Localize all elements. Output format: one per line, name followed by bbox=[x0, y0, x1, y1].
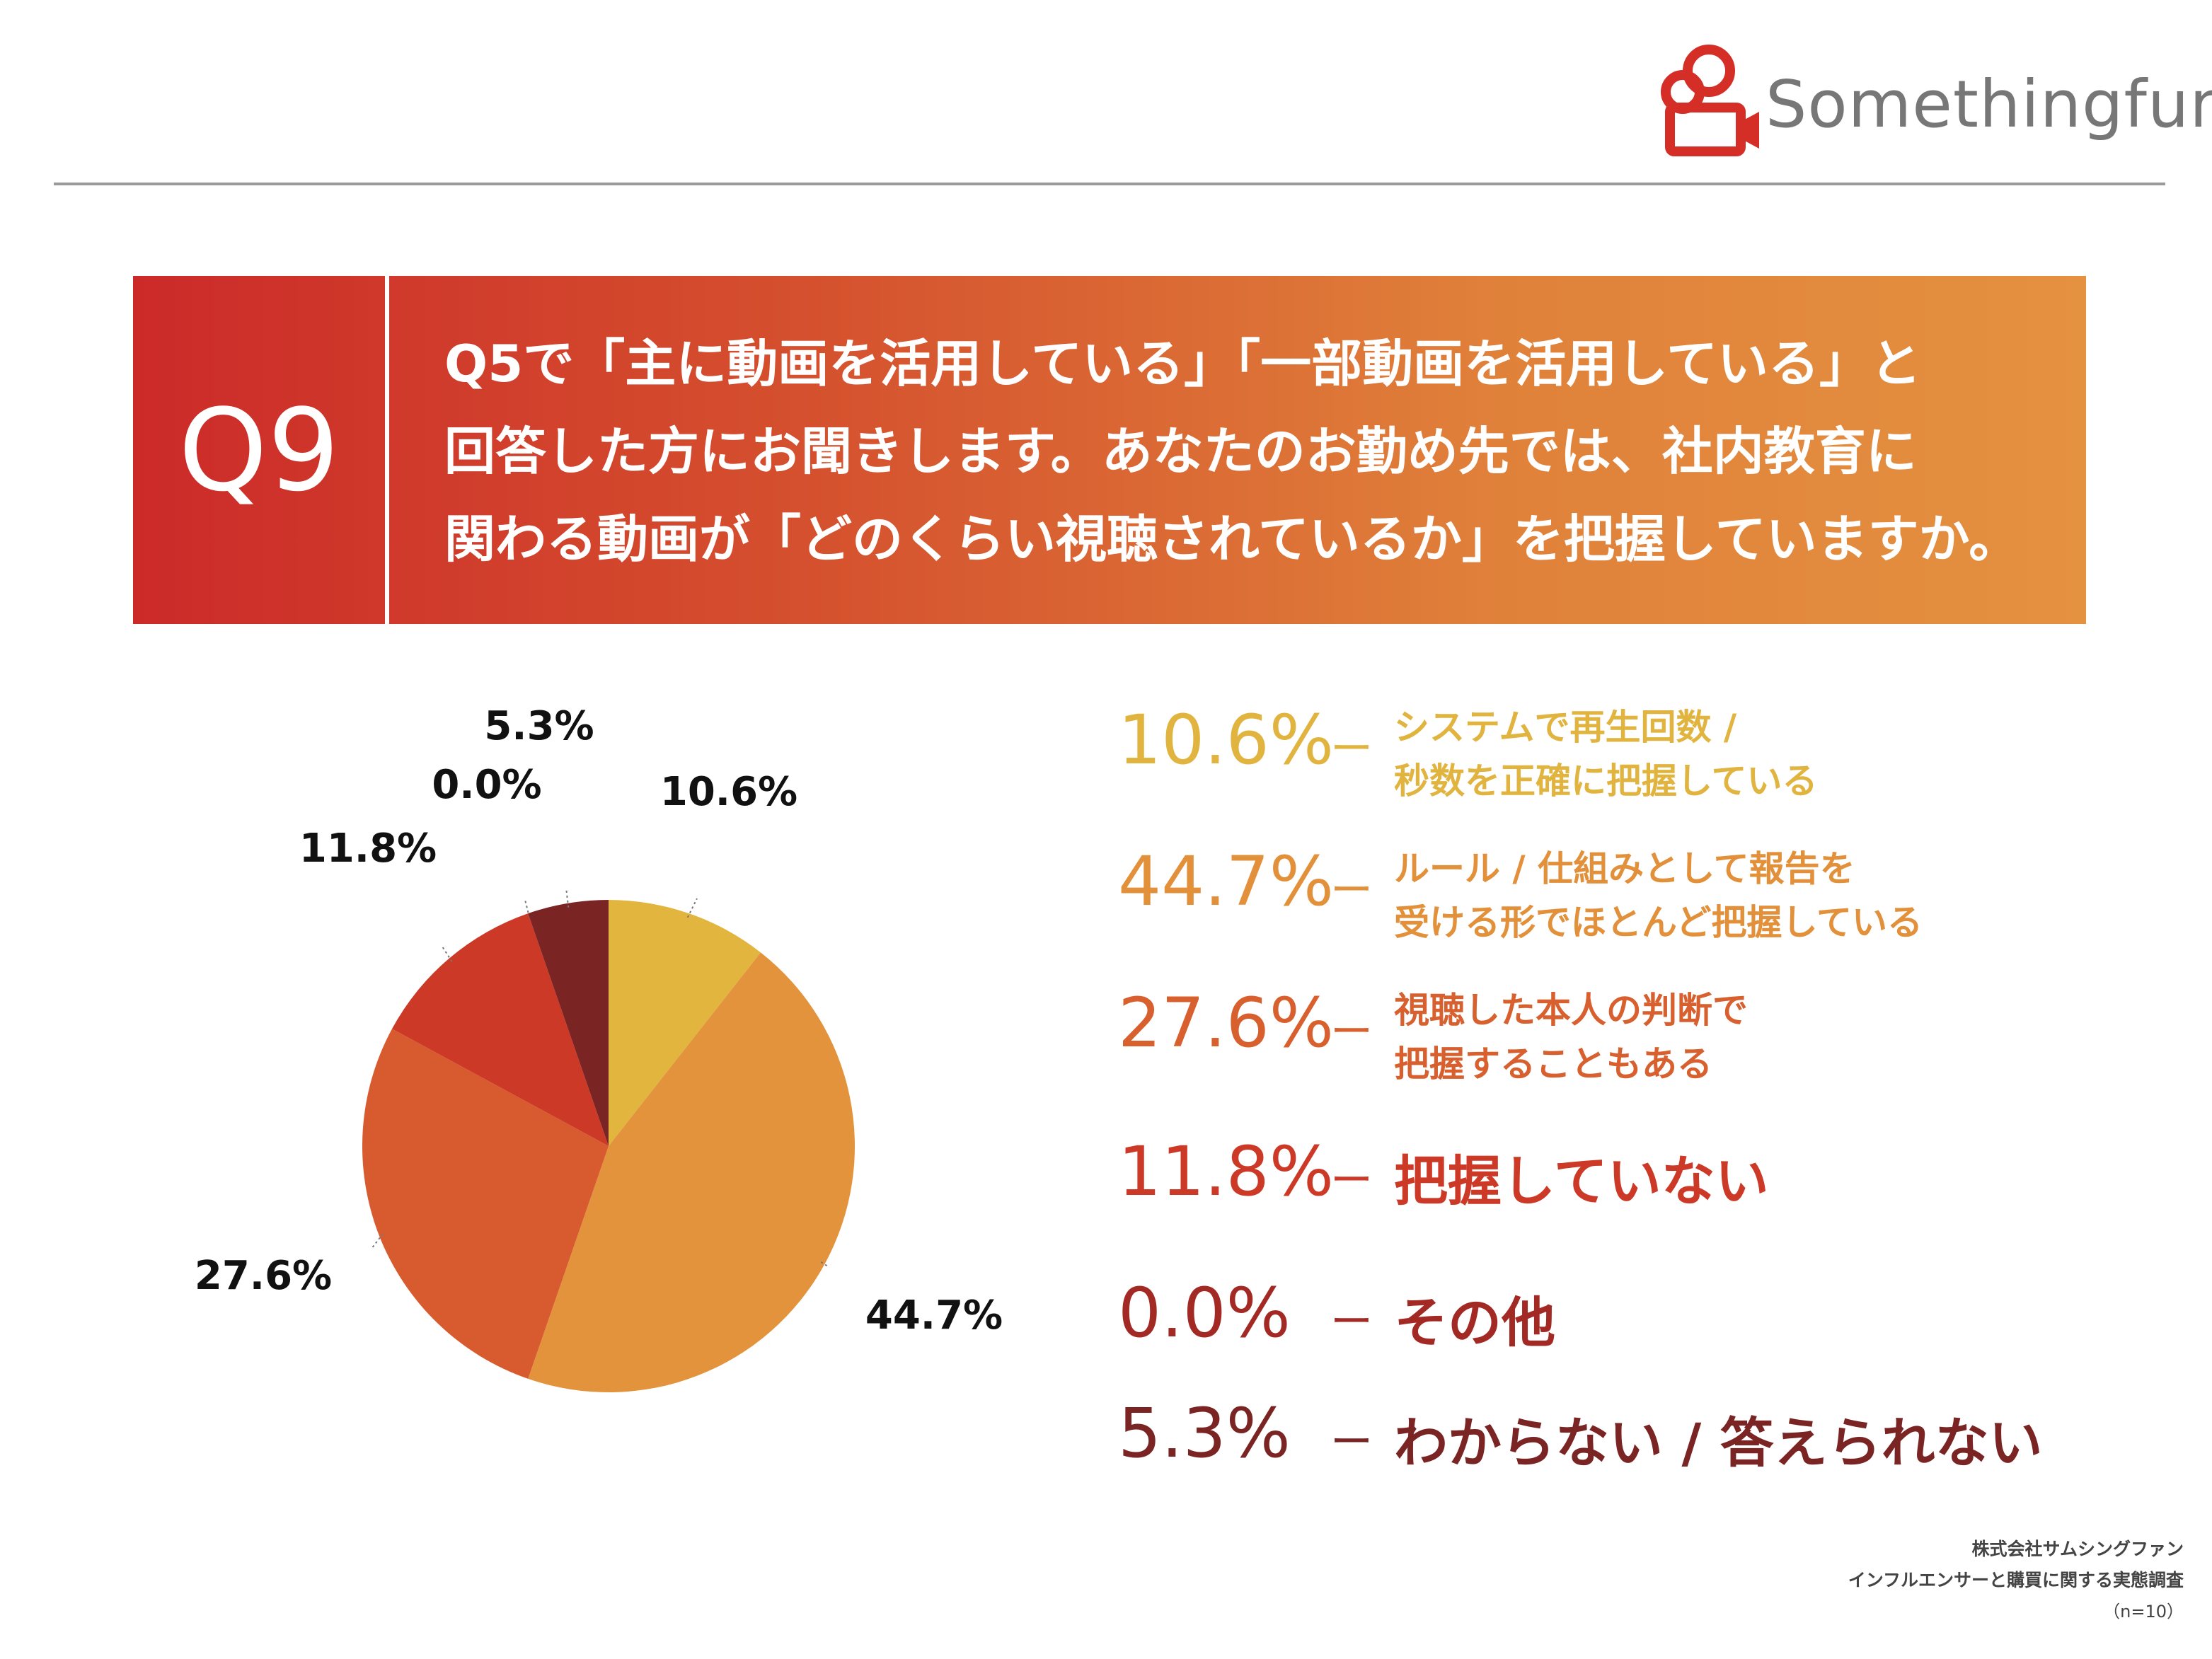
brand-logo: Somethingfun! bbox=[1649, 42, 2212, 163]
source-footer: 株式会社サムシングファン インフルエンサーと購買に関する実態調査 （n=10） bbox=[1848, 1535, 2184, 1629]
legend-label-line: 受ける形でほとんど把握している bbox=[1394, 902, 1923, 943]
legend-dash: ー bbox=[1330, 1007, 1373, 1057]
brand-name: Somethingfun! bbox=[1765, 67, 2212, 142]
legend-label-line: わからない / 答えられない bbox=[1394, 1411, 2043, 1474]
pie-slice bbox=[609, 900, 761, 1146]
legend-percent: 11.8% bbox=[1118, 1132, 1334, 1211]
pie-slice bbox=[528, 900, 609, 1146]
pie-data-label: 11.8% bbox=[299, 826, 437, 872]
footer-sample-size: （n=10） bbox=[2103, 1602, 2184, 1622]
footer-company: 株式会社サムシングファン bbox=[1971, 1539, 2184, 1559]
legend-label: わからない / 答えられない bbox=[1394, 1399, 2043, 1477]
pie-data-label: 44.7% bbox=[865, 1293, 1003, 1339]
legend-percent: 10.6% bbox=[1118, 700, 1334, 780]
question-line: 関わる動画が「どのくらい視聴されているか」を把握していますか。 bbox=[444, 509, 2020, 569]
pie-data-label: 5.3% bbox=[484, 703, 594, 749]
question-text: Q5で「主に動画を活用している」「一部動画を活用している」と 回答した方にお聞き… bbox=[444, 320, 2065, 583]
pie-leader-line bbox=[524, 899, 531, 918]
pie-chart: 10.6% 44.7% 27.6% 11.8% 0.0% 5.3% bbox=[195, 703, 1003, 1393]
legend-label-line: その他 bbox=[1394, 1291, 1555, 1354]
pie-leader-line bbox=[820, 1261, 829, 1267]
legend-percent: 5.3% bbox=[1118, 1394, 1291, 1473]
legend-percent: 44.7% bbox=[1118, 842, 1334, 921]
pie-leader-line bbox=[371, 1233, 384, 1249]
legend-dash: ー bbox=[1330, 1156, 1373, 1206]
pie-chart-area: 10.6% 44.7% 27.6% 11.8% 0.0% 5.3% bbox=[0, 679, 1076, 1457]
pie-leader-line bbox=[686, 898, 698, 918]
legend-label-line: 視聴した本人の判断で bbox=[1394, 990, 1748, 1031]
pie-leader-line bbox=[565, 887, 570, 908]
pie-data-label: 27.6% bbox=[195, 1253, 332, 1299]
legend-label: 視聴した本人の判断で 把握することもある bbox=[1394, 983, 1748, 1091]
film-camera-icon bbox=[1661, 45, 1759, 156]
legend-label-line: 秒数を正確に把握している bbox=[1394, 761, 1818, 802]
legend-percent: 27.6% bbox=[1118, 983, 1334, 1063]
pie-slice bbox=[391, 913, 609, 1146]
legend-label-line: システムで再生回数 / bbox=[1394, 707, 1737, 748]
question-line: 回答した方にお聞きします。あなたのお勤め先では、社内教育に bbox=[444, 422, 1917, 481]
pie-data-label: 10.6% bbox=[660, 769, 797, 815]
legend-label: 把握していない bbox=[1394, 1138, 1769, 1215]
legend-label: ルール / 仕組みとして報告を 受ける形でほとんど把握している bbox=[1394, 842, 1923, 949]
legend-dash: ー bbox=[1330, 866, 1373, 915]
banner-divider bbox=[385, 276, 389, 624]
pie-leader-line bbox=[442, 946, 453, 962]
legend-dash: ー bbox=[1330, 724, 1373, 774]
legend-label-line: 把握していない bbox=[1394, 1150, 1769, 1213]
pie-slice bbox=[362, 1029, 609, 1379]
pie-slice bbox=[528, 952, 856, 1393]
footer-survey: インフルエンサーと購買に関する実態調査 bbox=[1848, 1570, 2184, 1590]
legend-label: システムで再生回数 / 秒数を正確に把握している bbox=[1394, 700, 1818, 808]
legend-dash: ー bbox=[1330, 1418, 1373, 1467]
pie-data-label: 0.0% bbox=[432, 762, 541, 808]
legend-label-line: ルール / 仕組みとして報告を bbox=[1394, 848, 1855, 889]
legend-label: その他 bbox=[1394, 1279, 1555, 1357]
legend-label-line: 把握することもある bbox=[1394, 1044, 1712, 1085]
legend-dash: ー bbox=[1330, 1297, 1373, 1347]
question-number: Q9 bbox=[178, 383, 340, 516]
question-line: Q5で「主に動画を活用している」「一部動画を活用している」と bbox=[444, 334, 1921, 393]
question-banner: Q9 Q5で「主に動画を活用している」「一部動画を活用している」と 回答した方に… bbox=[133, 276, 2086, 624]
header-divider bbox=[54, 183, 2165, 185]
legend-percent: 0.0% bbox=[1118, 1273, 1291, 1353]
